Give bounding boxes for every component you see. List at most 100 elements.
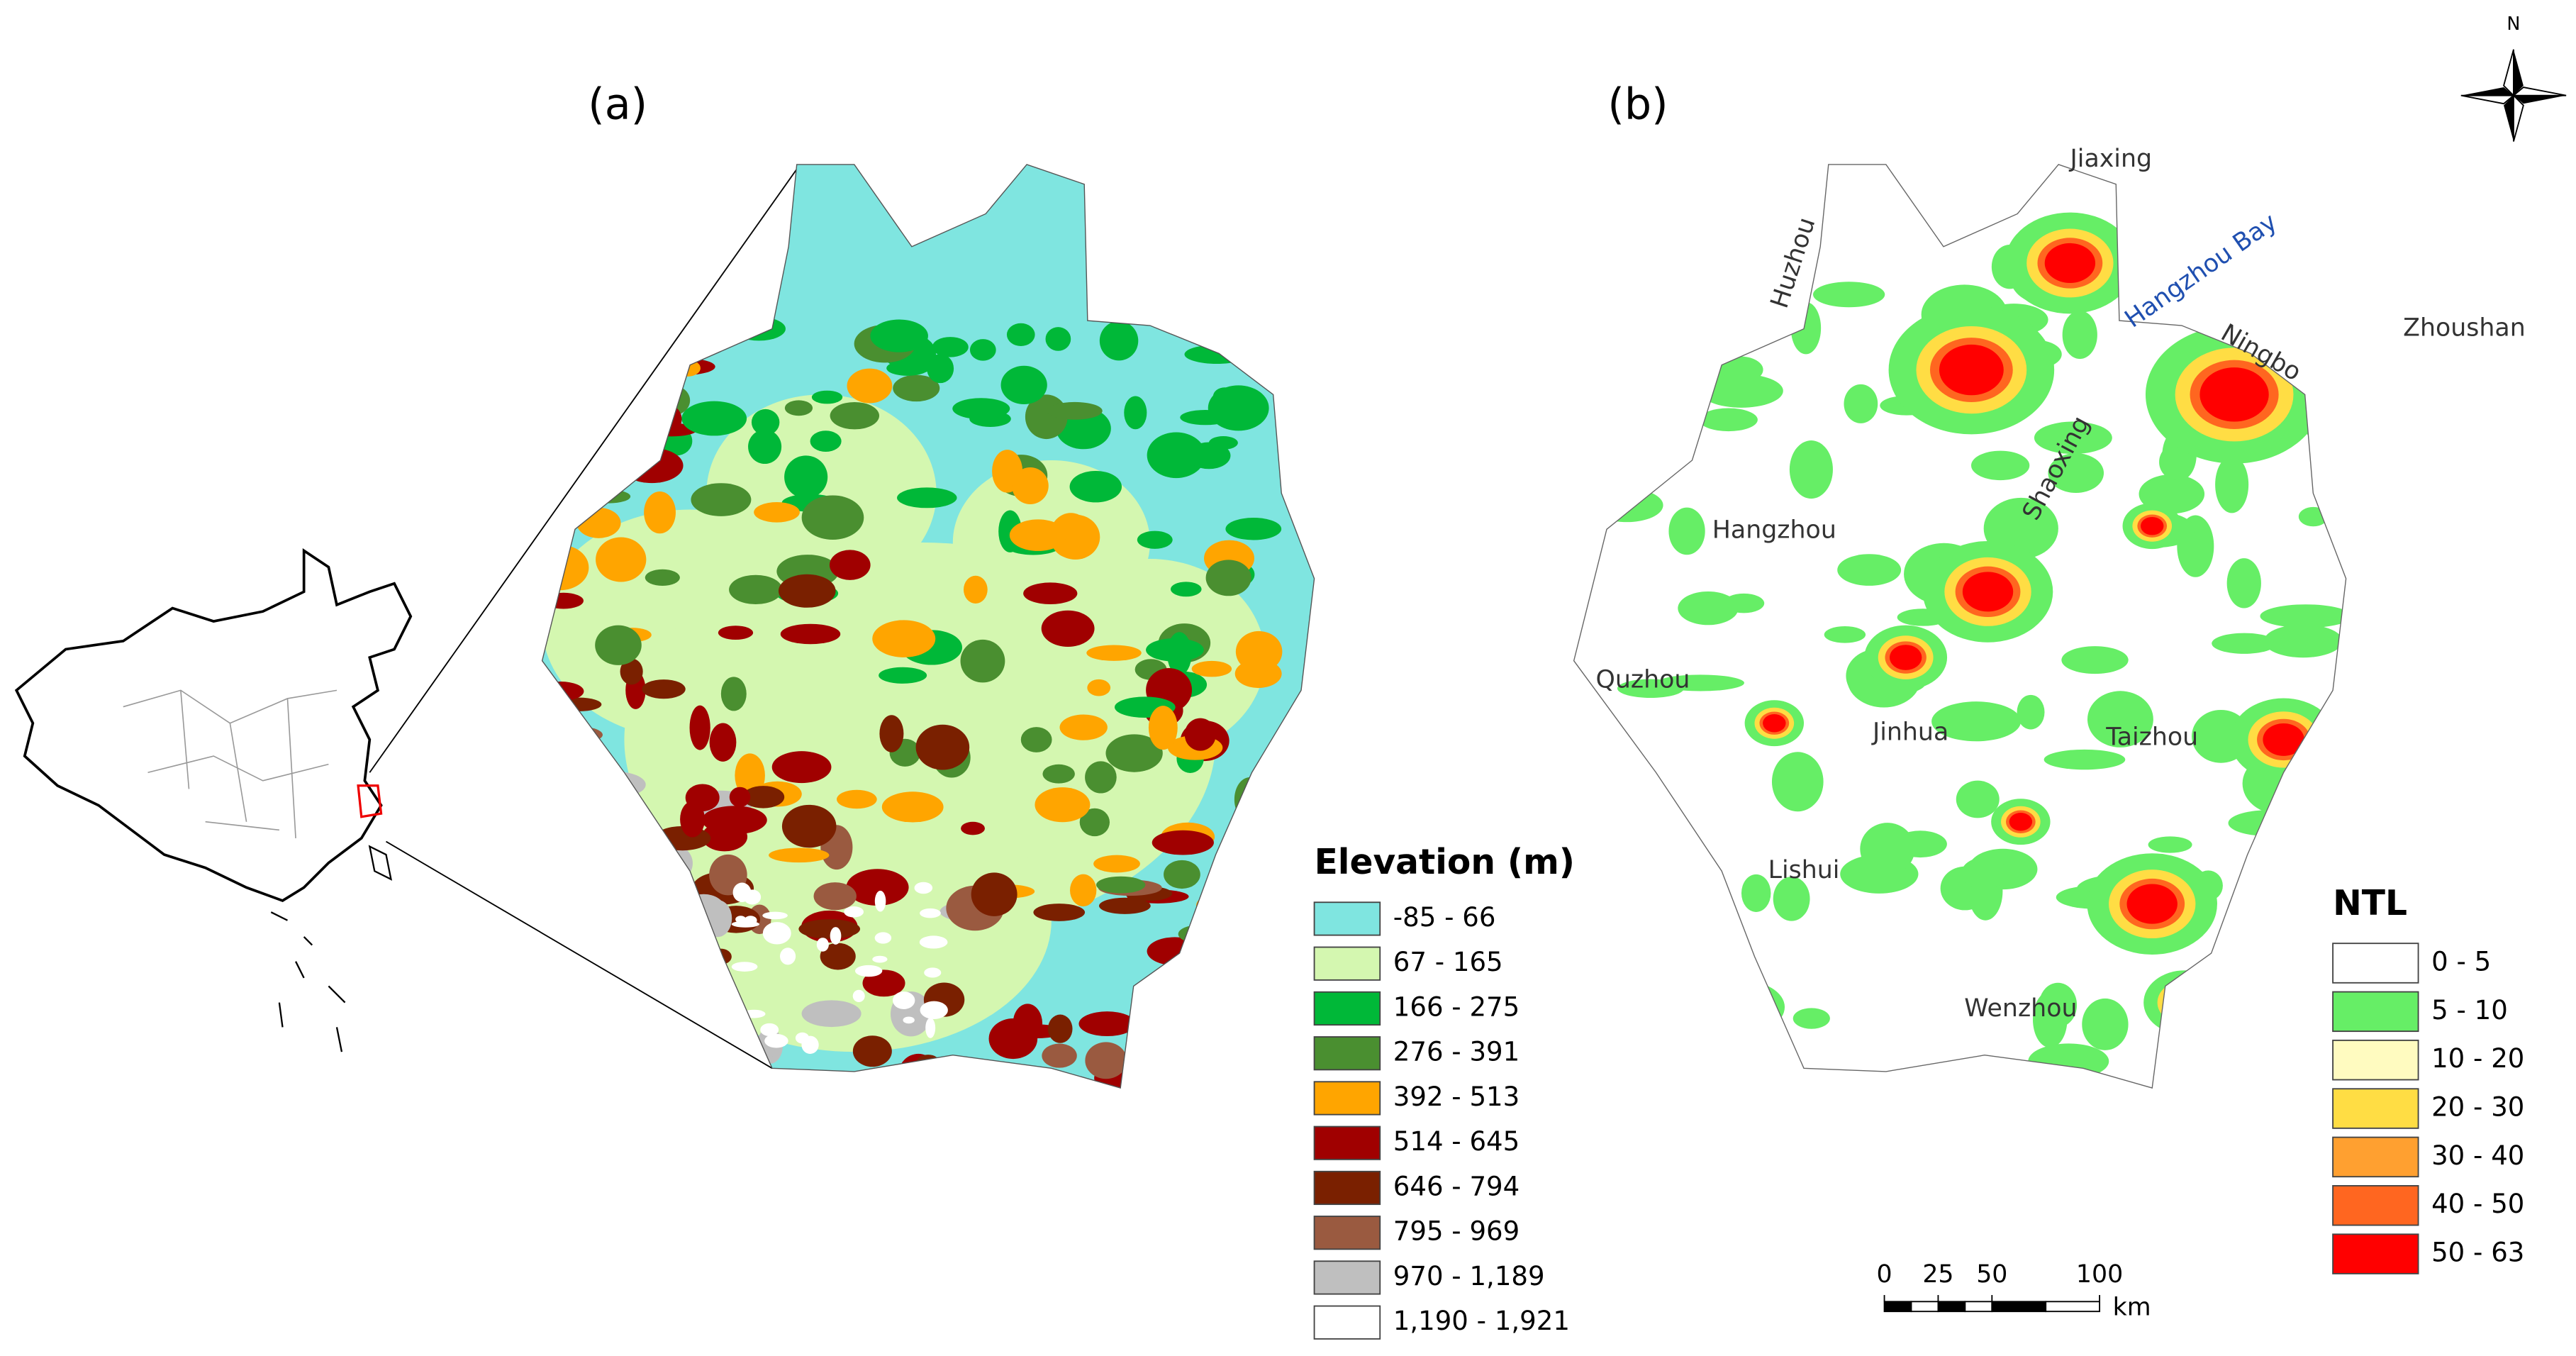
terrain <box>847 368 893 404</box>
light-halo <box>1656 674 1744 691</box>
terrain <box>729 574 783 605</box>
terrain <box>1078 1011 1136 1037</box>
terrain <box>596 348 648 382</box>
legend-swatch <box>2332 1233 2419 1274</box>
terrain <box>621 865 686 887</box>
light-halo <box>2212 633 2277 654</box>
terrain <box>680 801 706 838</box>
peak <box>742 1009 766 1018</box>
place-label: Jiaxing <box>2069 145 2153 173</box>
terrain <box>1012 467 1049 504</box>
light-core <box>2199 367 2269 422</box>
terrain <box>1147 432 1206 479</box>
light-halo <box>2215 456 2249 513</box>
terrain <box>556 697 602 711</box>
panel-label: (a) <box>588 79 647 129</box>
terrain <box>1033 904 1086 921</box>
scale-segment <box>1964 1301 1993 1313</box>
terrain <box>1184 345 1249 364</box>
terrain <box>969 339 996 361</box>
peak <box>854 965 883 977</box>
terrain <box>1041 610 1095 647</box>
terrain <box>587 489 631 504</box>
light-halo <box>2250 257 2299 284</box>
north-label: N <box>2507 13 2520 35</box>
terrain <box>681 401 747 436</box>
legend-label: 67 - 165 <box>1393 947 1503 977</box>
terrain <box>852 1035 892 1067</box>
scale-segment <box>1883 1301 1912 1313</box>
terrain <box>988 1018 1038 1060</box>
light-halo <box>1696 980 1785 1034</box>
light-halo <box>1860 823 1915 875</box>
terrain <box>778 574 836 608</box>
terrain <box>769 848 830 863</box>
light-halo <box>1844 384 1878 423</box>
terrain <box>1215 1012 1270 1047</box>
terrain <box>1049 513 1092 559</box>
terrain <box>846 869 909 906</box>
peak <box>903 1016 915 1024</box>
terrain <box>1232 817 1284 837</box>
terrain <box>718 626 754 640</box>
place-label: Hangzhou Bay <box>2120 208 2282 333</box>
terrain <box>897 487 957 508</box>
light-halo <box>2159 444 2192 480</box>
terrain <box>1152 830 1214 855</box>
light-halo <box>1649 299 1732 317</box>
peak <box>816 938 829 952</box>
china-outline <box>14 548 413 902</box>
zoom-line <box>386 840 773 1069</box>
terrain <box>837 789 877 809</box>
light-halo <box>1792 1008 1830 1029</box>
terrain <box>1249 323 1279 356</box>
terrain <box>1023 582 1078 605</box>
islands <box>270 845 393 1052</box>
scale-segment <box>1937 1301 1966 1313</box>
peak <box>872 955 888 963</box>
light-halo <box>2028 1043 2109 1079</box>
light-halo <box>2228 810 2307 836</box>
legend-swatch <box>2332 991 2419 1033</box>
ntl-map <box>1573 164 2346 1089</box>
terrain <box>1070 874 1097 907</box>
peak <box>762 922 791 945</box>
legend-label: 276 - 391 <box>1393 1037 1520 1067</box>
terrain <box>655 385 691 416</box>
terrain <box>1086 645 1142 661</box>
light-halo <box>2148 836 2192 853</box>
legend-label: 10 - 20 <box>2431 1043 2524 1074</box>
legend-label: 0 - 5 <box>2431 946 2491 977</box>
terrain <box>1045 327 1071 351</box>
light-halo <box>1649 817 1684 863</box>
terrain <box>915 724 970 770</box>
legend-swatch <box>2332 1039 2419 1081</box>
light-core <box>2263 723 2304 756</box>
light-halo <box>2263 624 2343 658</box>
elevation-map <box>542 164 1315 1089</box>
place-label: Hangzhou <box>1712 516 1836 545</box>
terrain <box>872 620 936 657</box>
light-high <box>2164 986 2206 1019</box>
scale-label: 100 <box>2076 1260 2123 1289</box>
light-halo <box>2034 421 2112 455</box>
terrain <box>720 677 747 711</box>
terrain <box>870 319 928 352</box>
terrain <box>893 374 940 402</box>
light-core <box>2141 516 2164 535</box>
legend-label: -85 - 66 <box>1393 902 1496 933</box>
place-label: Lishui <box>1768 856 1840 884</box>
terrain <box>1099 897 1151 914</box>
terrain <box>748 429 782 465</box>
terrain <box>609 897 648 938</box>
light-halo <box>1678 591 1739 626</box>
terrain <box>1009 519 1067 551</box>
terrain <box>645 569 680 587</box>
legend-label: 166 - 275 <box>1393 991 1520 1022</box>
terrain <box>1042 764 1075 784</box>
light-core <box>1962 572 2014 612</box>
peak <box>852 989 865 1003</box>
terrain <box>1069 470 1122 503</box>
light-halo <box>2237 940 2300 982</box>
